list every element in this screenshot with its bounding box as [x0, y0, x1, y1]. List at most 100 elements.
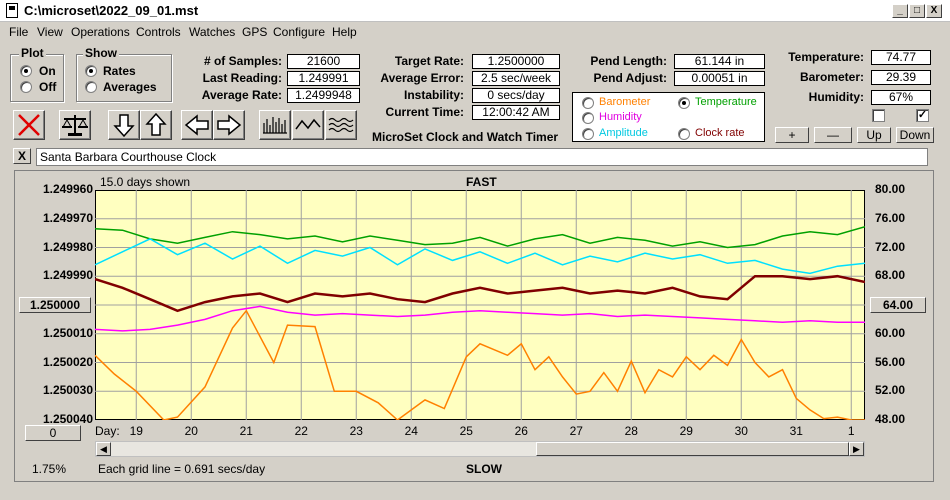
horizontal-scrollbar[interactable]: ◀ ▶ [95, 441, 865, 457]
amplitude-radio[interactable] [582, 128, 594, 140]
menu-operations[interactable]: Operations [71, 25, 130, 39]
x-day-tick-label: 19 [129, 424, 143, 438]
y-right-tick-label: 60.00 [875, 325, 906, 340]
x-day-tick-label: 29 [679, 424, 693, 438]
menu-watches[interactable]: Watches [189, 25, 236, 39]
x-day-tick-label: 25 [459, 424, 473, 438]
barometer-label: Barometer: [799, 70, 864, 84]
rate-chart [95, 190, 865, 420]
waves-icon [328, 117, 354, 133]
plot-on-radio[interactable] [20, 65, 32, 77]
x-day-tick-label: 31 [789, 424, 803, 438]
temperature-option-label: Temperature [695, 96, 757, 108]
bar-view-button[interactable] [259, 110, 291, 140]
average-rate-value: 1.2499948 [287, 88, 360, 103]
scroll-left-button[interactable] [181, 110, 213, 140]
show-group-label: Show [83, 46, 119, 60]
fast-label: FAST [466, 175, 497, 189]
arrow-up-icon [145, 112, 167, 136]
samples-value: 21600 [287, 54, 360, 69]
minimize-button[interactable]: _ [892, 4, 908, 18]
pend-adjust-value: 0.00051 in [674, 71, 765, 86]
y-right-tick-label: 68.00 [875, 268, 906, 283]
arrow-right-icon [217, 114, 242, 136]
rate-series-line [95, 274, 865, 313]
x-day-tick-label: 26 [514, 424, 528, 438]
description-input[interactable]: Santa Barbara Courthouse Clock [36, 148, 928, 166]
y-left-tick-label: 1.249980 [42, 239, 93, 254]
humidity-label: Humidity: [808, 90, 864, 104]
right-axis-center-button[interactable]: 64.00 [870, 297, 926, 313]
option-checkbox-2[interactable]: ✓ [916, 109, 929, 122]
down-button[interactable]: Down [896, 127, 934, 143]
line-view-button[interactable] [292, 110, 324, 140]
balance-button[interactable] [59, 110, 91, 140]
maximize-button[interactable]: □ [909, 4, 925, 18]
y-left-tick-label: 1.250010 [42, 325, 93, 340]
clock-rate-radio[interactable] [678, 128, 690, 140]
zero-button[interactable]: 0 [25, 425, 81, 441]
scrollbar-thumb[interactable] [536, 442, 849, 456]
average-error-label: Average Error: [380, 71, 464, 85]
app-icon [6, 3, 18, 18]
menu-view[interactable]: View [37, 25, 63, 39]
barometer-radio[interactable] [582, 97, 594, 109]
y-right-tick-label: 76.00 [875, 210, 906, 225]
arrow-left-icon [184, 114, 209, 136]
average-error-value: 2.5 sec/week [472, 71, 560, 86]
humidity-radio[interactable] [582, 112, 594, 124]
app-name: MicroSet Clock and Watch Timer [372, 130, 559, 144]
zigzag-icon [295, 118, 321, 130]
current-time-label: Current Time: [385, 105, 464, 119]
menu-controls[interactable]: Controls [136, 25, 181, 39]
y-right-tick-label: 56.00 [875, 354, 906, 369]
x-day-tick-label: 28 [624, 424, 638, 438]
amplitude-series-line [95, 238, 865, 275]
clear-description-button[interactable]: X [13, 148, 31, 164]
plot-group [10, 54, 64, 102]
wave-view-button[interactable] [325, 110, 357, 140]
pend-adjust-label: Pend Adjust: [593, 71, 667, 85]
show-rates-label: Rates [103, 64, 136, 78]
temperature-series-line [95, 225, 865, 249]
scroll-right-button[interactable] [213, 110, 245, 140]
y-right-tick-label: 72.00 [875, 239, 906, 254]
scroll-left-arrow[interactable]: ◀ [96, 442, 111, 456]
plus-button[interactable]: + [775, 127, 809, 143]
red-x-icon [18, 114, 40, 136]
x-day-tick-label: 23 [349, 424, 363, 438]
temperature-value: 74.77 [871, 50, 931, 65]
y-right-tick-label: 48.00 [875, 412, 906, 426]
last-reading-value: 1.249991 [287, 71, 360, 86]
close-button[interactable]: X [926, 4, 942, 18]
show-averages-radio[interactable] [85, 81, 97, 93]
percent-label: 1.75% [32, 462, 67, 476]
show-rates-radio[interactable] [85, 65, 97, 77]
x-day-tick-label: 22 [294, 424, 308, 438]
menu-configure[interactable]: Configure [273, 25, 326, 39]
x-day-tick-label: 30 [734, 424, 748, 438]
plot-off-radio[interactable] [20, 81, 32, 93]
clear-button[interactable] [13, 110, 45, 140]
option-checkbox-1[interactable] [872, 109, 885, 122]
scroll-right-arrow[interactable]: ▶ [849, 442, 864, 456]
y-left-tick-label: 1.249960 [42, 182, 93, 196]
bars-icon [263, 117, 287, 134]
move-down-button[interactable] [108, 110, 140, 140]
instability-label: Instability: [403, 88, 464, 102]
temperature-label: Temperature: [788, 50, 864, 64]
y-left-tick-label: 1.249970 [42, 210, 93, 225]
temperature-radio[interactable] [678, 97, 690, 109]
x-day-tick-label: 20 [184, 424, 198, 438]
sensor-select-group [572, 92, 765, 142]
menu-help[interactable]: Help [332, 25, 357, 39]
up-button[interactable]: Up [857, 127, 891, 143]
minus-button[interactable]: — [814, 127, 852, 143]
center-rate-button[interactable]: 1.250000 [19, 297, 91, 313]
arrow-down-icon [113, 114, 135, 138]
menu-gps[interactable]: GPS [242, 25, 268, 39]
target-rate-label: Target Rate: [394, 54, 464, 68]
move-up-button[interactable] [140, 110, 172, 140]
humidity-series-line [95, 305, 865, 332]
menu-file[interactable]: File [9, 25, 29, 39]
